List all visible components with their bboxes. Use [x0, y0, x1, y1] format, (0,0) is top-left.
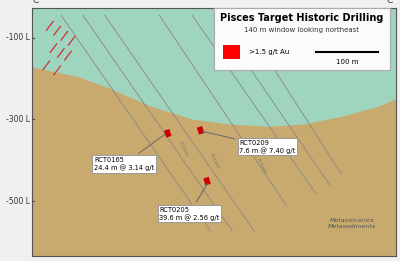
Polygon shape [32, 8, 396, 256]
Polygon shape [32, 8, 396, 127]
Text: -100 L: -100 L [6, 33, 30, 42]
Text: RCT0205
39.6 m @ 2.56 g/t: RCT0205 39.6 m @ 2.56 g/t [159, 184, 220, 221]
Text: >1.5 g/t Au: >1.5 g/t Au [249, 49, 290, 55]
Text: -300 L: -300 L [6, 115, 30, 124]
Text: 140 m window looking northeast: 140 m window looking northeast [244, 27, 360, 33]
Text: Pisces Target Historic Drilling: Pisces Target Historic Drilling [220, 13, 384, 23]
Text: RC0165: RC0165 [178, 141, 188, 158]
Text: RCT0209
7.6 m @ 7.40 g/t: RCT0209 7.6 m @ 7.40 g/t [202, 131, 296, 154]
Text: RC0205: RC0205 [209, 153, 219, 170]
Text: Metavolcanics
Metasediments: Metavolcanics Metasediments [328, 218, 376, 229]
Text: C': C' [387, 0, 396, 5]
Text: RC0209: RC0209 [256, 158, 267, 175]
Text: -500 L: -500 L [6, 197, 30, 206]
Text: C: C [32, 0, 39, 5]
Text: RCT0165
24.4 m @ 3.14 g/t: RCT0165 24.4 m @ 3.14 g/t [94, 135, 164, 171]
Bar [223, 45, 240, 59]
Text: 100 m: 100 m [336, 59, 358, 65]
